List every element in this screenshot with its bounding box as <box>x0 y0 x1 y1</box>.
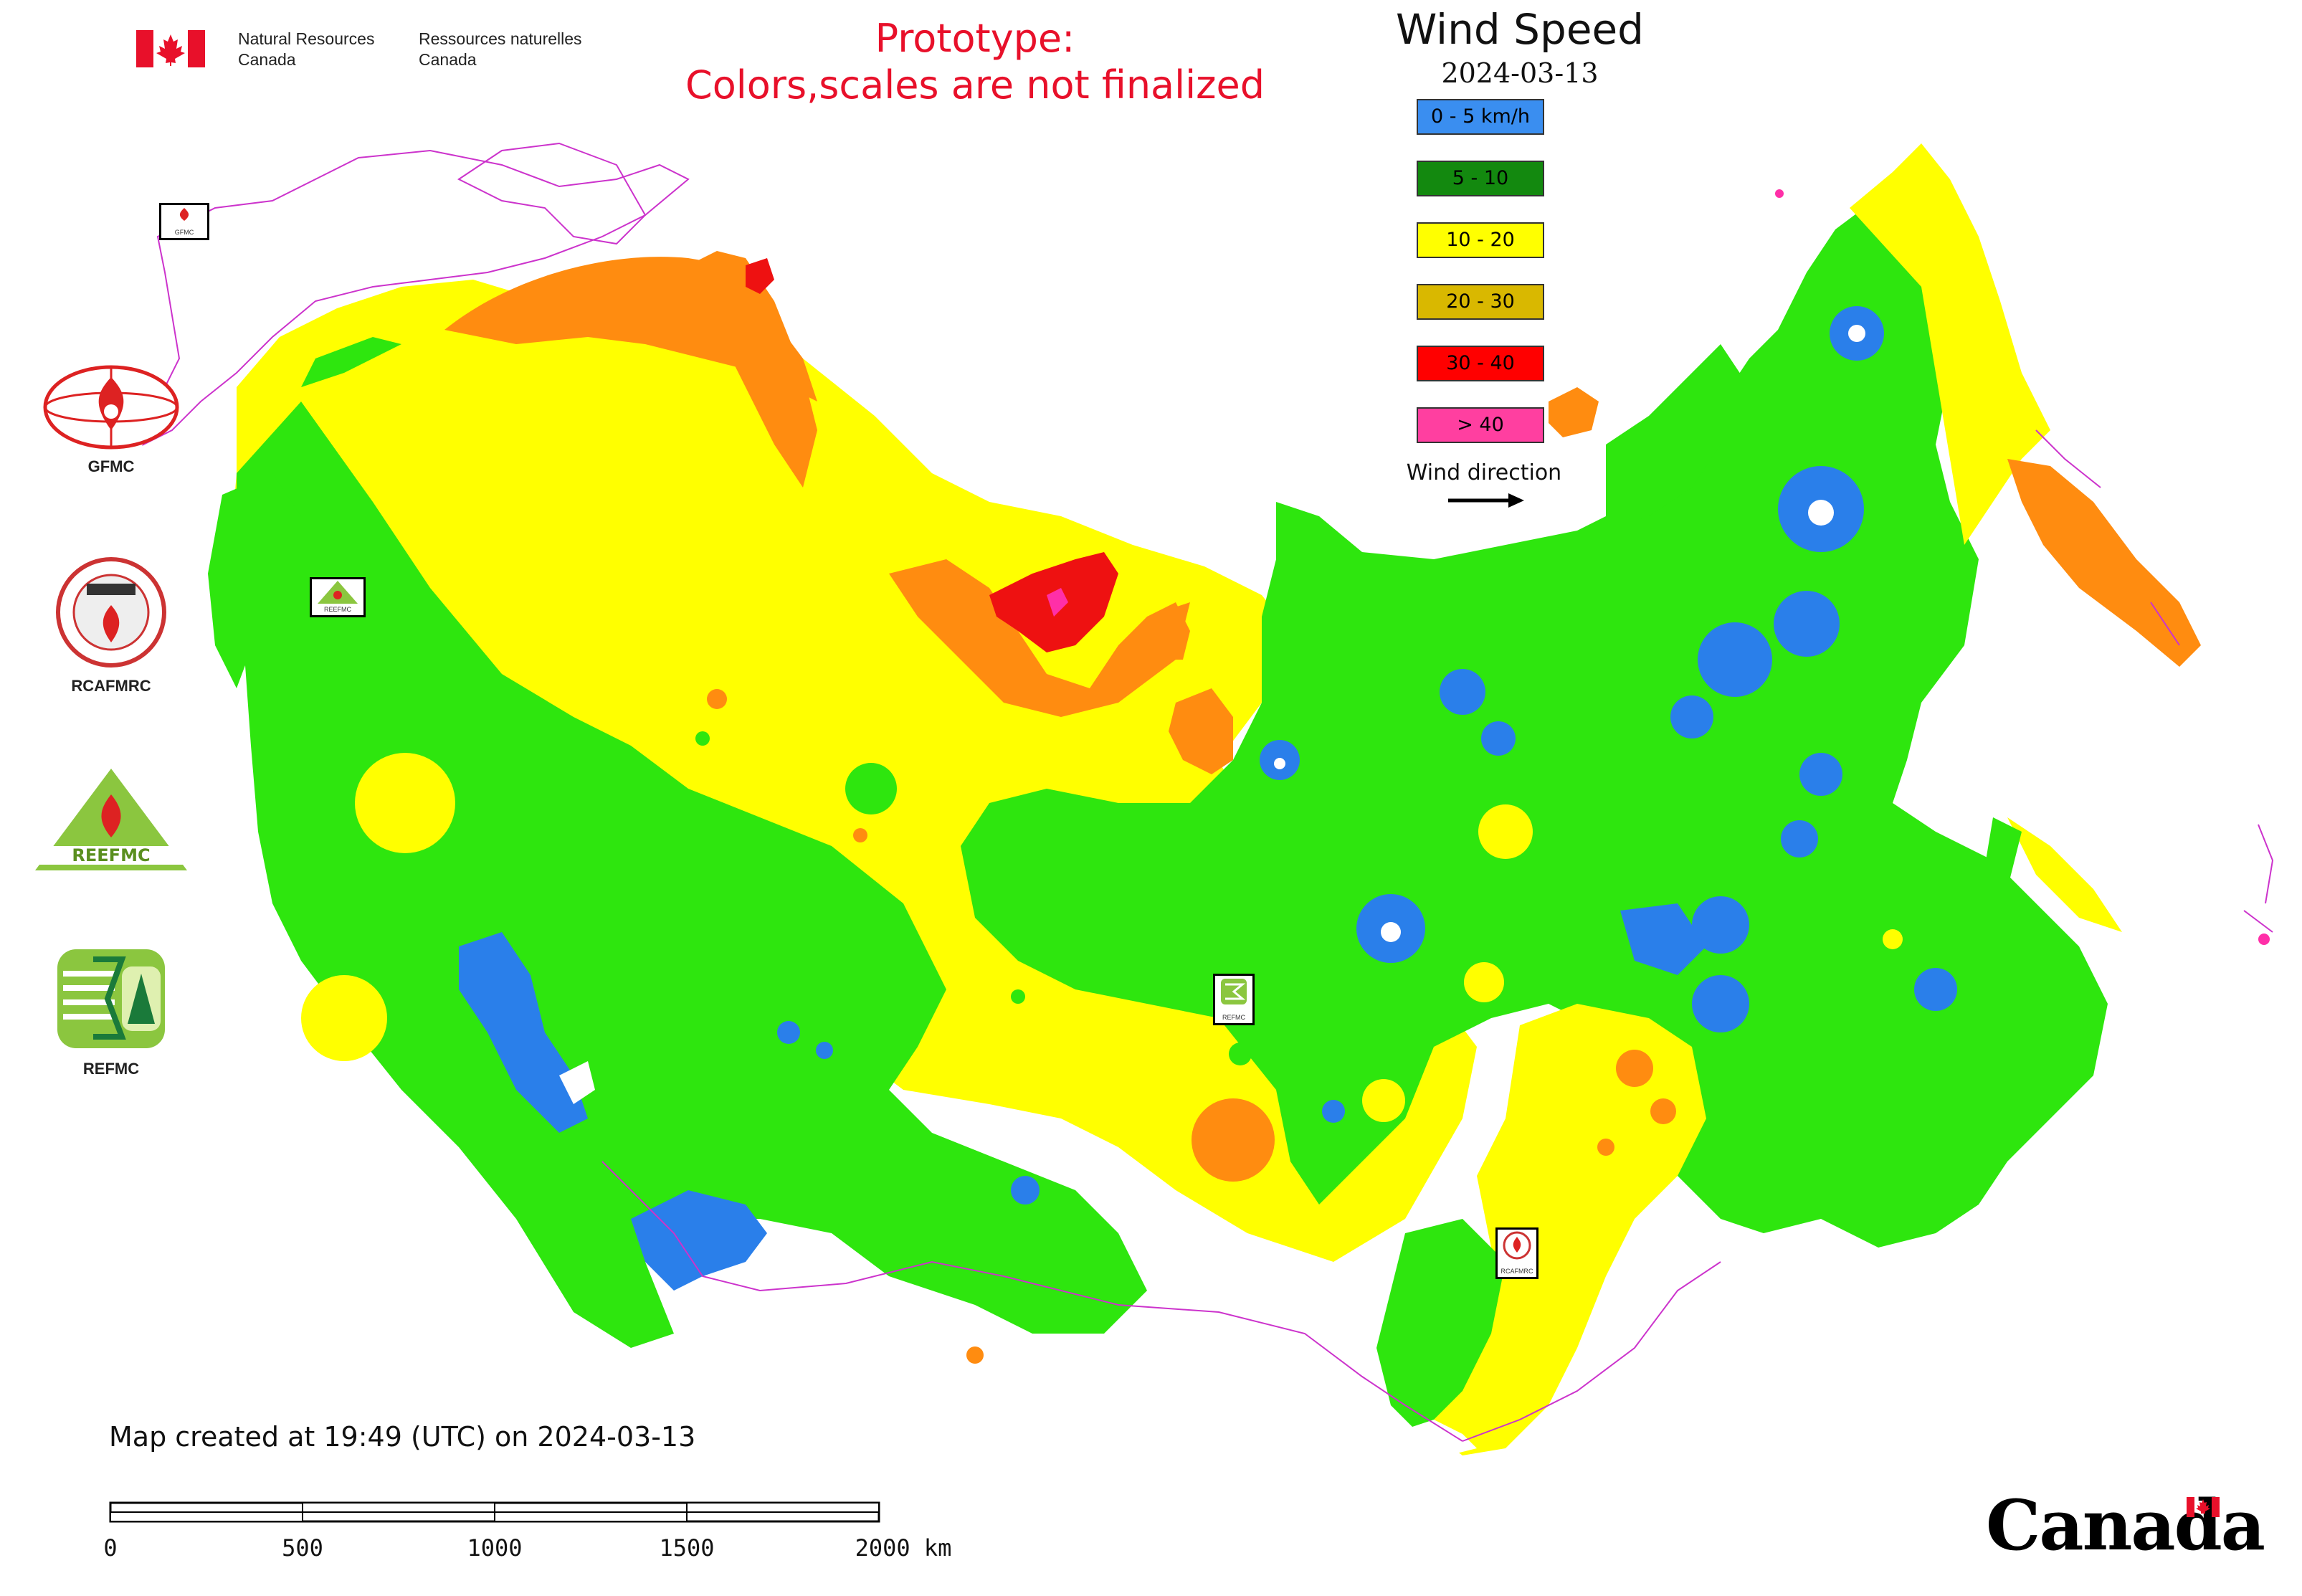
coast-east <box>2035 429 2274 933</box>
zone-low-south-central <box>1376 1219 1506 1434</box>
map-marker-reefmc[interactable]: REEFMC <box>310 577 366 617</box>
org-name-en: Natural Resources Canada <box>238 29 374 70</box>
agency-refmc-label: REFMC <box>82 1060 140 1078</box>
map-marker-reefmc-label: REEFMC <box>324 606 351 613</box>
org-name-en-line2: Canada <box>238 49 296 69</box>
agency-refmc: REFMC <box>29 945 194 1078</box>
agency-reefmc: REEFMC <box>29 766 194 876</box>
agency-gfmc-label: GFMC <box>87 457 135 475</box>
map-marker-rcafmrc[interactable]: RCAFMRC <box>1495 1227 1538 1279</box>
rcafmrc-logo-icon <box>56 557 166 668</box>
calm-zones <box>459 306 1957 1291</box>
legend-title: Wind Speed <box>1395 5 1645 54</box>
legend-wind-direction-label: Wind direction <box>1406 460 1562 485</box>
gfmc-marker-icon <box>179 208 189 221</box>
zone-low-north-siberia <box>1606 344 1749 531</box>
prototype-notice: Prototype: Colors,scales are not finaliz… <box>631 16 1319 109</box>
wind-direction-arrow-icon <box>1448 493 1524 508</box>
zone-high-kola <box>674 251 817 488</box>
gfmc-logo-icon <box>43 365 179 450</box>
legend-item-10-20: 10 - 20 <box>1417 222 1544 258</box>
zone-very-high-islands <box>746 258 774 294</box>
zone-low-scandinavia-sliver <box>301 337 401 387</box>
zone-low-far-west <box>208 473 301 688</box>
agency-gfmc: GFMC <box>29 364 194 476</box>
org-name-fr-line2: Canada <box>419 49 477 69</box>
rcafmrc-marker-icon <box>1503 1231 1531 1260</box>
map-marker-rcafmrc-label: RCAFMRC <box>1500 1268 1533 1275</box>
border-lines <box>601 1161 1721 1442</box>
scale-tick-1500: 1500 <box>659 1534 715 1562</box>
map-created-text: Map created at 19:49 (UTC) on 2024-03-13 <box>109 1421 696 1453</box>
legend-item-0-5: 0 - 5 km/h <box>1417 99 1544 135</box>
high-spots <box>707 689 1676 1364</box>
agency-rcafmrc-label: RCAFMRC <box>71 677 151 695</box>
scale-tick-0: 0 <box>103 1534 118 1562</box>
refmc-marker-icon <box>1221 979 1247 1004</box>
zone-high-kamchatka <box>2007 459 2201 667</box>
reefmc-logo-wordmark: REEFMC <box>72 845 150 865</box>
agency-rcafmrc: RCAFMRC <box>29 555 194 695</box>
zone-moderate-sakhalin <box>2007 817 2122 932</box>
map-marker-refmc-label: REFMC <box>1222 1014 1245 1021</box>
map-marker-gfmc-label: GFMC <box>174 229 194 236</box>
canada-wordmark-flag-icon <box>2187 1497 2220 1517</box>
prototype-notice-line2: Colors,scales are not finalized <box>685 62 1265 108</box>
map-marker-refmc[interactable]: REFMC <box>1213 974 1255 1025</box>
legend-date: 2024-03-13 <box>1441 57 1599 89</box>
org-name-fr: Ressources naturelles Canada <box>419 29 582 70</box>
zone-high-kara <box>889 559 1190 717</box>
legend-item-over-40: > 40 <box>1417 407 1544 443</box>
canada-flag-icon <box>136 30 205 67</box>
scale-tick-1000: 1000 <box>467 1534 523 1562</box>
scale-tick-500: 500 <box>282 1534 323 1562</box>
no-data-patches <box>559 325 1865 1455</box>
legend-item-5-10: 5 - 10 <box>1417 161 1544 196</box>
org-name-en-line1: Natural Resources <box>238 29 375 48</box>
scale-bar <box>109 1501 880 1523</box>
org-name-fr-line1: Ressources naturelles <box>419 29 582 48</box>
legend-item-20-30: 20 - 30 <box>1417 284 1544 320</box>
reefmc-marker-icon <box>318 581 358 604</box>
extreme-coast-spots <box>1775 189 2270 945</box>
moderate-spots <box>301 753 1903 1122</box>
zone-low-west <box>237 402 1147 1348</box>
zone-high-yamal-coast <box>1147 602 1190 660</box>
scale-tick-2000-km: 2000 km <box>855 1534 952 1562</box>
low-spots <box>695 731 1300 1065</box>
prototype-notice-line1: Prototype: <box>875 16 1075 61</box>
refmc-logo-icon <box>57 949 165 1048</box>
scandinavia-outline <box>457 142 647 245</box>
zone-moderate-far-east <box>1850 143 2050 545</box>
zone-extreme-novaya-zemlya <box>1047 588 1068 617</box>
reefmc-logo-icon: REEFMC <box>32 769 190 870</box>
legend-item-30-40: 30 - 40 <box>1417 346 1544 381</box>
zone-high-east-islands <box>1549 387 1599 437</box>
canada-wordmark: Canada <box>1986 1485 2265 1566</box>
map-marker-gfmc[interactable]: GFMC <box>159 203 209 240</box>
zone-low-sakhalin <box>1979 817 2022 932</box>
zone-high-yamal <box>1169 688 1233 774</box>
